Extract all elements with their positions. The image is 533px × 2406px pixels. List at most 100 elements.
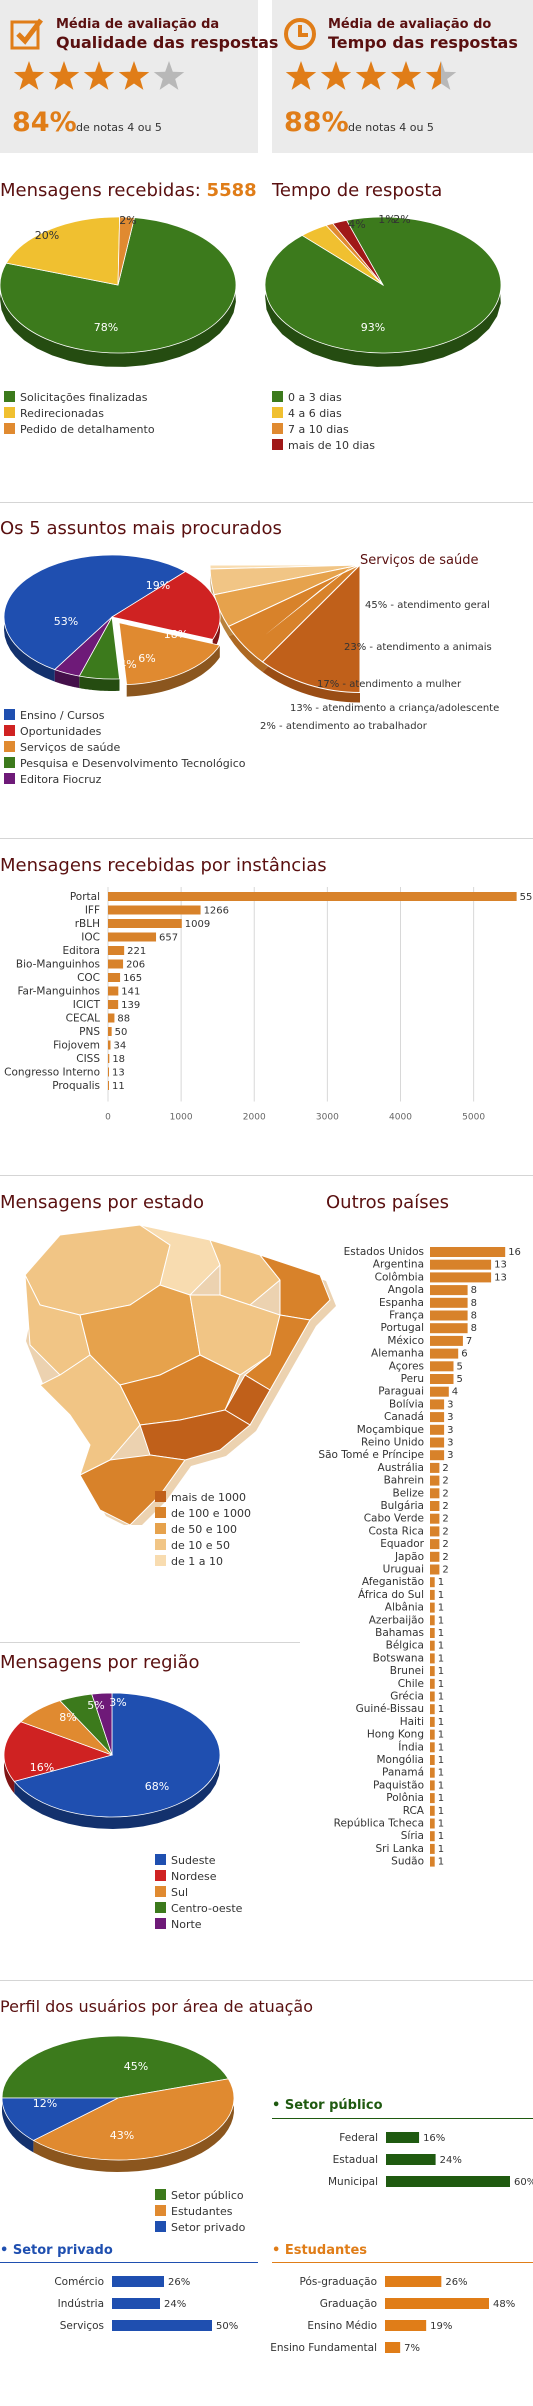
country-label: Chile bbox=[398, 1678, 424, 1690]
country-value: 7 bbox=[466, 1336, 472, 1347]
country-value: 1 bbox=[438, 1641, 444, 1652]
country-bar bbox=[430, 1348, 459, 1359]
country-label: República Tcheca bbox=[334, 1818, 424, 1830]
public-sector-bars: Federal 16% Estadual 24% Municipal 60% bbox=[328, 2132, 533, 2188]
regions-pie: 68% 16% 8% 5% 3% bbox=[3, 1692, 221, 1829]
topics-pie: 45% - atendimento geral 23% - atendimento… bbox=[3, 554, 499, 732]
country-label: Sudão bbox=[391, 1856, 424, 1868]
response-legend: 0 a 3 dias 4 a 6 dias 7 a 10 dias mais de 1… bbox=[272, 390, 375, 454]
star-icon bbox=[425, 61, 457, 90]
category-bar bbox=[385, 2276, 442, 2287]
health-service-label: 2% - atendimento ao trabalhador bbox=[260, 721, 428, 732]
instance-bar bbox=[108, 973, 121, 982]
country-bar bbox=[430, 1755, 435, 1765]
instance-label: Editora bbox=[62, 945, 100, 957]
instance-bar bbox=[108, 1040, 111, 1050]
country-bar bbox=[430, 1564, 440, 1575]
country-bar bbox=[430, 1666, 435, 1677]
category-bar bbox=[112, 2320, 212, 2331]
instance-value: 50 bbox=[115, 1027, 128, 1038]
legend-item: de 50 e 100 bbox=[155, 1522, 251, 1538]
country-bar bbox=[430, 1285, 468, 1296]
star-icon bbox=[153, 61, 185, 90]
country-value: 1 bbox=[438, 1742, 444, 1753]
legend-item: Pedido de detalhamento bbox=[4, 422, 155, 438]
country-value: 1 bbox=[438, 1717, 444, 1728]
country-value: 3 bbox=[447, 1450, 453, 1461]
pie-slice-servi-os-de-sa-de bbox=[118, 622, 221, 686]
country-value: 3 bbox=[447, 1399, 453, 1410]
country-label: Belize bbox=[393, 1487, 424, 1499]
legend-item: de 10 e 50 bbox=[155, 1538, 251, 1554]
pie-slice-side bbox=[79, 676, 120, 691]
pie-value-label: 78% bbox=[94, 321, 118, 334]
response-title: Tempo de resposta bbox=[272, 180, 443, 201]
category-bar bbox=[386, 2154, 436, 2165]
country-label: Reino Unido bbox=[361, 1437, 424, 1449]
pie-slice-setor-p-blico bbox=[1, 2035, 229, 2099]
country-bar bbox=[430, 1704, 435, 1715]
legend-item: mais de 1000 bbox=[155, 1490, 251, 1506]
country-bar bbox=[430, 1361, 454, 1372]
instance-bar bbox=[108, 986, 119, 996]
legend-item: 7 a 10 dias bbox=[272, 422, 375, 438]
legend-item: Solicitações finalizadas bbox=[4, 390, 155, 406]
country-label: África do Sul bbox=[358, 1588, 424, 1601]
pie-slice-redirecionadas bbox=[5, 216, 121, 286]
pie-value-label: 19% bbox=[146, 579, 170, 592]
country-value: 2 bbox=[442, 1514, 448, 1525]
category-label: Serviços bbox=[60, 2320, 104, 2332]
instance-bar bbox=[108, 1054, 110, 1063]
pie-value-label: 2% bbox=[119, 215, 136, 227]
time-title-line2: Tempo das respostas bbox=[328, 33, 518, 52]
instance-bar bbox=[108, 1067, 109, 1077]
country-bar bbox=[430, 1640, 435, 1651]
instance-bar bbox=[108, 905, 201, 915]
instance-value: 165 bbox=[123, 973, 142, 984]
country-value: 2 bbox=[442, 1539, 448, 1550]
country-bar bbox=[430, 1374, 454, 1384]
country-label: Albânia bbox=[385, 1602, 424, 1614]
pie-value-label: 20% bbox=[35, 229, 59, 242]
country-bar bbox=[430, 1475, 440, 1486]
pie-slice-side bbox=[2, 2098, 34, 2153]
pie-value-label: 18% bbox=[164, 628, 188, 641]
profile-pie: 45% 43% 12% bbox=[1, 2035, 235, 2172]
country-bar bbox=[430, 1831, 435, 1842]
legend-item: Setor público bbox=[155, 2188, 245, 2204]
legend-item: Sul bbox=[155, 1885, 242, 1901]
country-label: França bbox=[389, 1310, 424, 1322]
quality-note: de notas 4 ou 5 bbox=[76, 121, 162, 134]
country-bar bbox=[430, 1780, 435, 1791]
time-note: de notas 4 ou 5 bbox=[348, 121, 434, 134]
country-label: Haiti bbox=[400, 1716, 424, 1728]
country-value: 1 bbox=[438, 1768, 444, 1779]
country-value: 1 bbox=[438, 1653, 444, 1664]
country-bar bbox=[430, 1335, 463, 1346]
pie-value-label: 43% bbox=[110, 2129, 134, 2142]
country-value: 1 bbox=[438, 1831, 444, 1842]
country-value: 13 bbox=[494, 1260, 507, 1271]
country-bar bbox=[430, 1488, 440, 1499]
pie-slice-editora-fiocruz bbox=[54, 616, 113, 677]
legend-item: Estudantes bbox=[155, 2204, 245, 2220]
category-label: Comércio bbox=[54, 2276, 104, 2288]
instance-value: 206 bbox=[126, 960, 145, 971]
country-value: 1 bbox=[438, 1793, 444, 1804]
country-label: México bbox=[387, 1335, 424, 1347]
country-label: Bélgica bbox=[386, 1640, 424, 1652]
category-bar bbox=[386, 2176, 510, 2187]
instance-value: 657 bbox=[159, 933, 178, 944]
pie-value-label: 2% bbox=[393, 215, 410, 226]
country-value: 1 bbox=[438, 1590, 444, 1601]
regions-legend: Sudeste Nordese Sul Centro-oeste Norte bbox=[155, 1853, 242, 1933]
country-value: 5 bbox=[457, 1374, 463, 1385]
instance-label: Far-Manguinhos bbox=[17, 986, 100, 998]
country-label: Açores bbox=[389, 1360, 424, 1372]
country-bar bbox=[430, 1691, 435, 1702]
instance-value: 1009 bbox=[185, 919, 210, 930]
pie-slice-side bbox=[54, 669, 80, 689]
response-pie: 93% 4% 1%2% bbox=[265, 215, 502, 367]
checkbox-icon bbox=[10, 18, 43, 50]
country-label: Paraguai bbox=[378, 1386, 424, 1398]
